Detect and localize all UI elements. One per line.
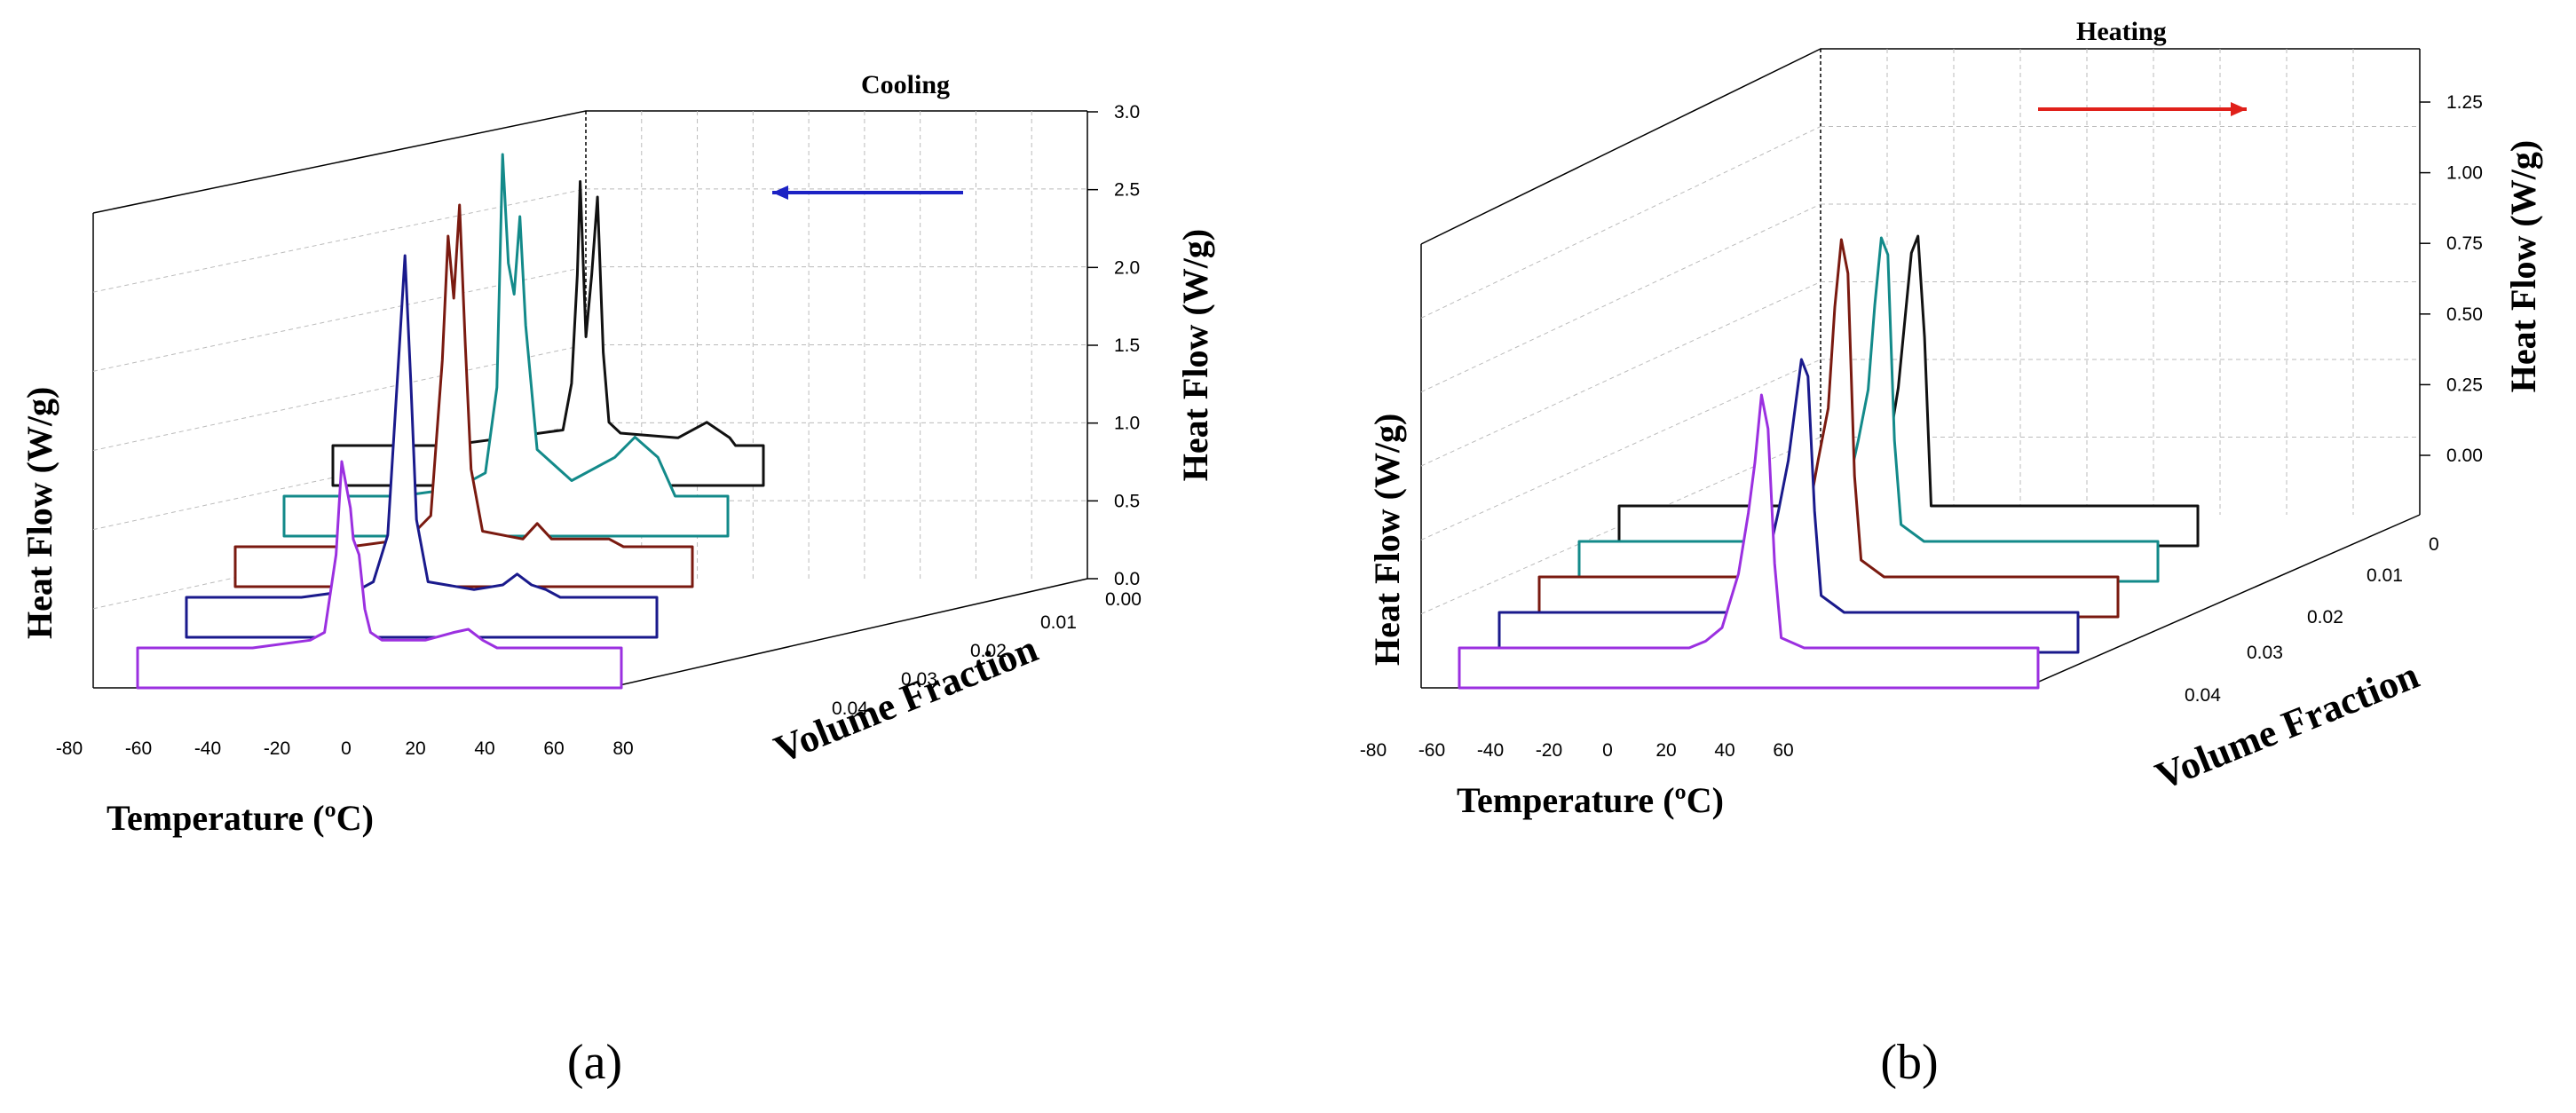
figure-b-heating: 0.00 0.25 0.50 0.75 1.00 1.25 -80 -60 -40 -20 0 20 4… — [1288, 0, 2576, 1113]
x-tick-label: -40 — [1477, 740, 1504, 761]
direction-arrow-head — [2231, 102, 2247, 116]
y-tick-label: 1.0 — [1114, 414, 1140, 434]
y-tick-label: 1.25 — [2446, 92, 2483, 113]
grid-line — [1420, 281, 1821, 467]
x-tick-label: -40 — [194, 738, 221, 759]
x-tick-label: -20 — [264, 738, 290, 759]
z-tick-label: 0.00 — [1105, 589, 1142, 610]
y-tick-label: 0.25 — [2446, 375, 2483, 395]
x-tick-label: 60 — [543, 738, 564, 759]
x-tick-label: 60 — [1773, 740, 1793, 761]
x-tick-label: 40 — [474, 738, 494, 759]
z-tick-label: 0.03 — [2247, 643, 2283, 663]
x-tick-label: 0 — [341, 738, 352, 759]
z-tick-label: 0.04 — [2185, 685, 2221, 706]
wall-top-edge — [92, 110, 1087, 214]
grid-line — [1420, 203, 1821, 393]
wall-top-edge — [1420, 48, 2420, 245]
y-axis-label-right: Heat Flow (W/g) — [2503, 140, 2543, 392]
direction-arrow-head — [772, 186, 788, 200]
series-curve-0 — [1617, 234, 2200, 548]
y-tick-label: 0.00 — [2446, 446, 2483, 466]
x-axis-label: Temperature (ºC) — [107, 798, 374, 838]
y-tick-label: 2.5 — [1114, 180, 1140, 201]
x-tick-label: -80 — [1360, 740, 1387, 761]
series-curve-2 — [233, 203, 694, 588]
y-tick-label: 0.0 — [1114, 569, 1140, 589]
z-tick-label: 0.02 — [2307, 607, 2343, 628]
series-curve-4 — [1458, 393, 2040, 690]
z-tick-label: 0.03 — [901, 669, 937, 690]
y-tick-label: 2.0 — [1114, 257, 1140, 278]
series-curve-4 — [136, 460, 623, 690]
z-tick-label: 0.04 — [832, 699, 868, 719]
z-axis-label: Volume Fraction — [768, 627, 1043, 771]
x-tick-label: -60 — [125, 738, 152, 759]
z-tick-label: 0.02 — [970, 641, 1007, 661]
panel-label: (b) — [1880, 1035, 1938, 1090]
x-axis-label: Temperature (ºC) — [1457, 780, 1724, 820]
series-curve-3 — [185, 254, 659, 639]
chart-title: Cooling — [861, 70, 950, 99]
grid-line — [1420, 126, 1821, 319]
z-tick-label: 0 — [2429, 534, 2439, 555]
chart-b: 0.00 0.25 0.50 0.75 1.00 1.25 -80 -60 -40 -20 0 20 4… — [1360, 17, 2543, 1090]
x-tick-label: 20 — [1655, 740, 1676, 761]
z-axis-label: Volume Fraction — [2149, 653, 2424, 798]
figure-a-cooling: 0.0 0.5 1.0 1.5 2.0 2.5 3.0 -80 -60 -40 -20 0 20 40 60… — [20, 70, 1215, 1090]
panel-label: (a) — [567, 1035, 622, 1090]
z-tick-label: 0.01 — [2367, 565, 2403, 586]
y-tick-label: 0.50 — [2446, 304, 2483, 325]
x-tick-label: 40 — [1714, 740, 1734, 761]
x-tick-label: -20 — [1536, 740, 1562, 761]
y-tick-label: 1.5 — [1114, 335, 1140, 356]
z-tick-label: 0.01 — [1040, 612, 1077, 633]
y-axis-label-left: Heat Flow (W/g) — [20, 387, 59, 639]
grid-line — [92, 344, 587, 451]
x-tick-label: 80 — [612, 738, 633, 759]
grid-line — [92, 500, 587, 610]
y-tick-label: 0.5 — [1114, 491, 1140, 511]
chart-title: Heating — [2076, 17, 2167, 46]
x-tick-label: 20 — [405, 738, 425, 759]
grid-line — [1420, 359, 1821, 541]
y-tick-label: 1.00 — [2446, 163, 2483, 184]
x-tick-label: -60 — [1418, 740, 1445, 761]
chart-a: 0.0 0.5 1.0 1.5 2.0 2.5 3.0 -80 -60 -40 -20 0 20 40 60… — [20, 70, 1215, 1090]
y-tick-label: 0.75 — [2446, 233, 2483, 254]
x-tick-label: -80 — [56, 738, 83, 759]
y-axis-label-left: Heat Flow (W/g) — [1367, 414, 1407, 666]
y-tick-label: 3.0 — [1114, 102, 1140, 122]
y-axis-label-right: Heat Flow (W/g) — [1175, 229, 1215, 481]
x-tick-label: 0 — [1602, 740, 1613, 761]
series-curve-0 — [331, 180, 765, 487]
series-curve-1 — [282, 153, 730, 538]
